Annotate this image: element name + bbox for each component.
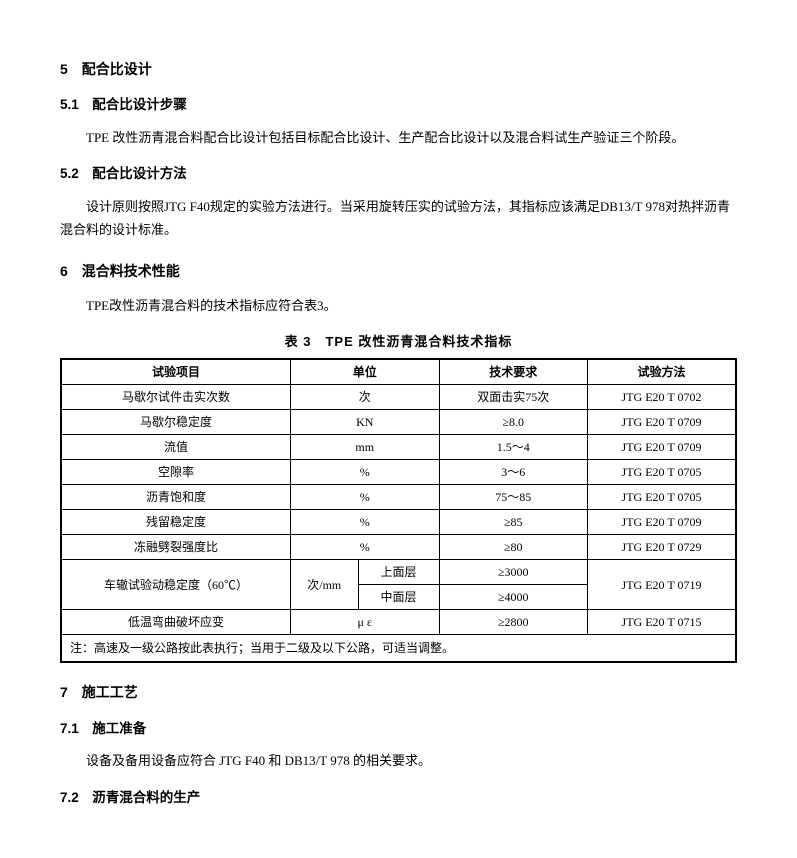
heading-7: 7 施工工艺 — [60, 681, 737, 703]
cell-unit: % — [291, 485, 440, 510]
th-req: 技术要求 — [439, 359, 588, 385]
cell-unit: 次/mm — [291, 560, 359, 610]
heading-7-1: 7.1 施工准备 — [60, 718, 737, 740]
cell-method: JTG E20 T 0702 — [588, 385, 737, 410]
heading-7-2-num: 7.2 — [60, 790, 79, 805]
heading-5-num: 5 — [60, 61, 68, 77]
th-method: 试验方法 — [588, 359, 737, 385]
heading-5-2-num: 5.2 — [60, 166, 79, 181]
para-5-1: TPE 改性沥青混合料配合比设计包括目标配合比设计、生产配合比设计以及混合料试生… — [60, 126, 737, 149]
heading-7-title: 施工工艺 — [82, 684, 138, 700]
cell-req: ≥85 — [439, 510, 588, 535]
para-7-1: 设备及备用设备应符合 JTG F40 和 DB13/T 978 的相关要求。 — [60, 749, 737, 772]
heading-5-1-num: 5.1 — [60, 97, 79, 112]
cell-method: JTG E20 T 0709 — [588, 510, 737, 535]
table-note-row: 注：高速及一级公路按此表执行；当用于二级及以下公路，可适当调整。 — [61, 635, 736, 663]
cell-unit: % — [291, 460, 440, 485]
table-row: 空隙率 % 3～6 JTG E20 T 0705 — [61, 460, 736, 485]
cell-req: ≥3000 — [439, 560, 588, 585]
cell-method: JTG E20 T 0705 — [588, 485, 737, 510]
table-row: 低温弯曲破坏应变 μ ε ≥2800 JTG E20 T 0715 — [61, 610, 736, 635]
heading-5: 5 配合比设计 — [60, 58, 737, 80]
cell-item: 冻融劈裂强度比 — [61, 535, 291, 560]
cell-item: 流值 — [61, 435, 291, 460]
heading-5-title: 配合比设计 — [82, 61, 152, 77]
table-header-row: 试验项目 单位 技术要求 试验方法 — [61, 359, 736, 385]
table-row: 冻融劈裂强度比 % ≥80 JTG E20 T 0729 — [61, 535, 736, 560]
table-row-rut-1: 车辙试验动稳定度（60℃） 次/mm 上面层 ≥3000 JTG E20 T 0… — [61, 560, 736, 585]
heading-5-2-title: 配合比设计方法 — [92, 166, 187, 181]
cell-unit: 次 — [291, 385, 440, 410]
cell-unit: % — [291, 535, 440, 560]
table-row: 马歇尔试件击实次数 次 双面击实75次 JTG E20 T 0702 — [61, 385, 736, 410]
cell-method: JTG E20 T 0719 — [588, 560, 737, 610]
cell-item: 低温弯曲破坏应变 — [61, 610, 291, 635]
cell-item: 车辙试验动稳定度（60℃） — [61, 560, 291, 610]
cell-method: JTG E20 T 0709 — [588, 435, 737, 460]
cell-method: JTG E20 T 0709 — [588, 410, 737, 435]
heading-7-2-title: 沥青混合料的生产 — [92, 790, 200, 805]
heading-7-1-title: 施工准备 — [92, 721, 146, 736]
cell-req: ≥8.0 — [439, 410, 588, 435]
table-row: 马歇尔稳定度 KN ≥8.0 JTG E20 T 0709 — [61, 410, 736, 435]
cell-req: ≥2800 — [439, 610, 588, 635]
table-row: 残留稳定度 % ≥85 JTG E20 T 0709 — [61, 510, 736, 535]
heading-5-2: 5.2 配合比设计方法 — [60, 163, 737, 185]
cell-item: 空隙率 — [61, 460, 291, 485]
cell-unit: mm — [291, 435, 440, 460]
heading-6-num: 6 — [60, 263, 68, 279]
cell-req: 75～85 — [439, 485, 588, 510]
cell-method: JTG E20 T 0715 — [588, 610, 737, 635]
cell-req: 3～6 — [439, 460, 588, 485]
heading-7-num: 7 — [60, 684, 68, 700]
para-6: TPE改性沥青混合料的技术指标应符合表3。 — [60, 294, 737, 317]
heading-7-2: 7.2 沥青混合料的生产 — [60, 787, 737, 809]
cell-req: ≥4000 — [439, 585, 588, 610]
cell-method: JTG E20 T 0705 — [588, 460, 737, 485]
heading-5-1: 5.1 配合比设计步骤 — [60, 94, 737, 116]
cell-method: JTG E20 T 0729 — [588, 535, 737, 560]
cell-item: 残留稳定度 — [61, 510, 291, 535]
heading-6: 6 混合料技术性能 — [60, 260, 737, 282]
table-3: 试验项目 单位 技术要求 试验方法 马歇尔试件击实次数 次 双面击实75次 JT… — [60, 358, 737, 663]
cell-unit: % — [291, 510, 440, 535]
table-note: 注：高速及一级公路按此表执行；当用于二级及以下公路，可适当调整。 — [61, 635, 736, 663]
cell-sublabel: 中面层 — [358, 585, 439, 610]
table-row: 流值 mm 1.5～4 JTG E20 T 0709 — [61, 435, 736, 460]
cell-req: ≥80 — [439, 535, 588, 560]
cell-unit: KN — [291, 410, 440, 435]
cell-req: 1.5～4 — [439, 435, 588, 460]
cell-req: 双面击实75次 — [439, 385, 588, 410]
table-row: 沥青饱和度 % 75～85 JTG E20 T 0705 — [61, 485, 736, 510]
cell-item: 马歇尔稳定度 — [61, 410, 291, 435]
heading-6-title: 混合料技术性能 — [82, 263, 180, 279]
cell-item: 沥青饱和度 — [61, 485, 291, 510]
th-item: 试验项目 — [61, 359, 291, 385]
cell-unit: μ ε — [291, 610, 440, 635]
th-unit: 单位 — [291, 359, 440, 385]
heading-7-1-num: 7.1 — [60, 721, 79, 736]
para-5-2: 设计原则按照JTG F40规定的实验方法进行。当采用旋转压实的试验方法，其指标应… — [60, 195, 737, 242]
cell-sublabel: 上面层 — [358, 560, 439, 585]
cell-item: 马歇尔试件击实次数 — [61, 385, 291, 410]
heading-5-1-title: 配合比设计步骤 — [92, 97, 187, 112]
table-3-caption: 表 3 TPE 改性沥青混合料技术指标 — [60, 332, 737, 353]
